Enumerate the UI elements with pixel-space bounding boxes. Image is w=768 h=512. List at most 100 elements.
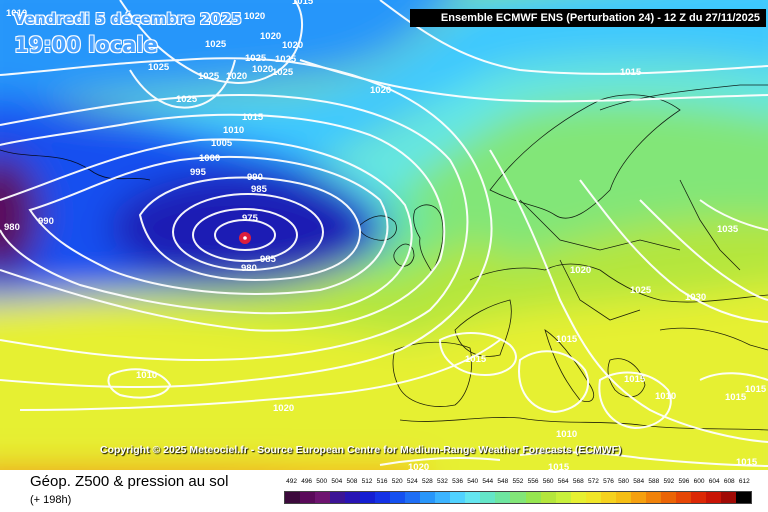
forecast-hours: (+ 198h) bbox=[30, 494, 72, 506]
isobar-1025-loop bbox=[129, 59, 236, 109]
legend-label: 532 bbox=[437, 478, 448, 485]
north-russia-coast bbox=[599, 84, 768, 111]
legend-label: 608 bbox=[723, 478, 735, 485]
legend-label: 580 bbox=[618, 478, 630, 485]
legend-swatch bbox=[480, 492, 496, 503]
legend-label: 548 bbox=[497, 478, 509, 485]
iceland-coast bbox=[359, 215, 397, 241]
legend-swatch bbox=[375, 492, 391, 503]
legend-label: 588 bbox=[648, 478, 660, 485]
legend-label: 504 bbox=[331, 478, 343, 485]
legend-swatch bbox=[585, 492, 601, 503]
legend-label: 512 bbox=[361, 478, 373, 485]
legend-swatch bbox=[300, 492, 316, 503]
isobar-1005 bbox=[0, 113, 446, 332]
isobar-990 bbox=[138, 176, 362, 282]
legend-label: 612 bbox=[738, 478, 750, 485]
isobar-label: 985 bbox=[260, 254, 277, 265]
isobar-1000 bbox=[0, 138, 413, 315]
isobar-label: 1025 bbox=[272, 67, 294, 78]
legend-label: 604 bbox=[708, 478, 720, 485]
isobar-label: 1015 bbox=[292, 0, 314, 7]
legend-swatch bbox=[360, 492, 376, 503]
isobar-975 bbox=[214, 219, 276, 251]
isobar-1015 bbox=[0, 57, 493, 389]
isobar-label: 1030 bbox=[685, 292, 706, 303]
low-pressure-center bbox=[239, 232, 251, 244]
isobar-1035-east bbox=[699, 199, 768, 231]
isobar-label: 990 bbox=[247, 172, 263, 183]
isobar-label: 1015 bbox=[465, 354, 487, 365]
legend-swatch bbox=[420, 492, 436, 503]
legend-label: 592 bbox=[663, 478, 675, 485]
isobar-1015-north bbox=[379, 0, 768, 75]
border-line-2 bbox=[559, 259, 641, 321]
legend-label: 516 bbox=[376, 478, 388, 485]
field-band-mid-blue-north bbox=[0, 0, 452, 104]
bottom-panel: Géop. Z500 & pression au sol (+ 198h) 49… bbox=[0, 470, 768, 512]
legend-label: 540 bbox=[467, 478, 479, 485]
field-band-green bbox=[380, 102, 768, 260]
isobar-label: 1025 bbox=[245, 53, 267, 64]
isobar-1015-closed-west bbox=[438, 332, 517, 377]
isobar-1010-south-west bbox=[107, 368, 172, 399]
legend-swatch bbox=[705, 492, 721, 503]
legend-swatch bbox=[525, 492, 541, 503]
isobar-1020-south bbox=[19, 339, 501, 411]
isobar-label: 1020 bbox=[282, 40, 303, 51]
legend-swatch bbox=[555, 492, 571, 503]
legend-swatch bbox=[390, 492, 406, 503]
field-band-deep-blue bbox=[110, 173, 370, 283]
legend-swatch bbox=[720, 492, 736, 503]
isobar-label: 1015 bbox=[725, 392, 747, 403]
legend-swatch bbox=[285, 492, 301, 503]
isobar-labels: 1010 1020 1025 1020 1025 1020 1025 1020 1025 1025… bbox=[4, 0, 767, 470]
isobar-label: 980 bbox=[241, 263, 257, 274]
iberia-coast bbox=[392, 341, 473, 407]
black-sea-coast bbox=[659, 327, 768, 351]
weather-map: 1010 1020 1025 1020 1025 1020 1025 1020 1025 1025… bbox=[0, 0, 768, 470]
border-line-1 bbox=[519, 199, 681, 251]
legend-label: 500 bbox=[316, 478, 328, 485]
legend-swatch bbox=[660, 492, 676, 503]
isobar-label: 1020 bbox=[408, 462, 429, 470]
legend-swatch bbox=[495, 492, 511, 503]
isobar-label: 1025 bbox=[205, 39, 227, 50]
legend-label: 568 bbox=[572, 478, 584, 485]
isobar-label: 1020 bbox=[226, 71, 247, 82]
legend-label: 576 bbox=[603, 478, 614, 485]
isobar-label: 1010 bbox=[556, 429, 577, 440]
isobar-1020-far-east bbox=[699, 372, 768, 381]
legend-swatch bbox=[330, 492, 346, 503]
isobar-label: 1015 bbox=[242, 112, 264, 123]
isobar-label: 1010 bbox=[6, 8, 27, 19]
legend-label: 492 bbox=[286, 478, 297, 485]
isobar-label: 1010 bbox=[223, 125, 244, 136]
isobar-label: 1025 bbox=[275, 54, 297, 65]
legend-swatch bbox=[345, 492, 361, 503]
legend-label: 584 bbox=[633, 478, 645, 485]
isobar-label: 1020 bbox=[570, 265, 591, 276]
legend-label: 520 bbox=[391, 478, 403, 485]
isobar-label: 1000 bbox=[199, 153, 220, 164]
legend-swatch bbox=[465, 492, 481, 503]
legend-swatch bbox=[435, 492, 451, 503]
greenland-coast bbox=[0, 149, 151, 181]
legend-swatch bbox=[690, 492, 706, 503]
legend-swatch bbox=[315, 492, 331, 503]
isobar-label: 1020 bbox=[370, 85, 391, 96]
legend-swatches bbox=[284, 491, 752, 504]
legend-label: 528 bbox=[421, 478, 433, 485]
isobar-1015-south-mid bbox=[379, 456, 501, 466]
isobar-995 bbox=[28, 155, 389, 295]
isobars bbox=[0, 0, 768, 466]
isobar-label: 1015 bbox=[745, 384, 767, 395]
isobar-label: 1025 bbox=[176, 94, 198, 105]
legend-label: 572 bbox=[587, 478, 599, 485]
isobar-label: 995 bbox=[190, 167, 207, 178]
isobar-1025-east bbox=[579, 179, 768, 323]
isobar-label: 1010 bbox=[136, 370, 157, 381]
legend-swatch bbox=[735, 492, 751, 503]
legend-label: 556 bbox=[527, 478, 539, 485]
border-line-3 bbox=[679, 179, 741, 271]
